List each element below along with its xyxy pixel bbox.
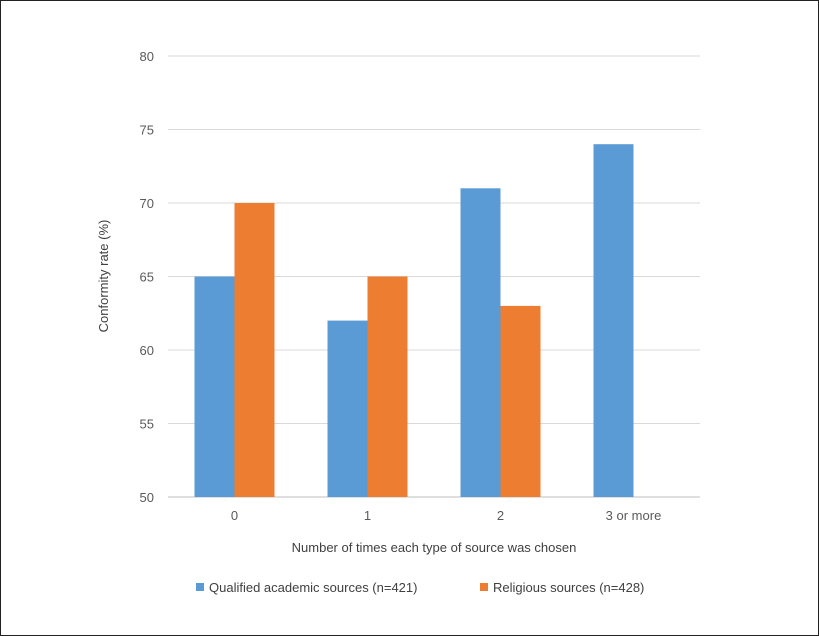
y-axis-title: Conformity rate (%) xyxy=(96,220,111,333)
x-axis-title: Number of times each type of source was … xyxy=(292,540,577,555)
legend-label-academic: Qualified academic sources (n=421) xyxy=(209,580,417,595)
bar-religious-2 xyxy=(500,305,541,497)
x-tick-label: 1 xyxy=(364,508,371,523)
x-tick-label: 3 or more xyxy=(606,508,662,523)
bar-religious-1 xyxy=(367,276,408,497)
y-tick-label: 50 xyxy=(140,490,154,505)
bar-religious-0 xyxy=(234,203,275,497)
legend: Qualified academic sources (n=421) Relig… xyxy=(196,580,644,595)
bar-academic-1 xyxy=(327,320,368,497)
y-tick-label: 75 xyxy=(140,123,154,138)
y-tick-label: 55 xyxy=(140,417,154,432)
x-tick-label: 2 xyxy=(497,508,504,523)
x-tick-label: 0 xyxy=(231,508,238,523)
y-tick-label: 60 xyxy=(140,343,154,358)
y-tick-label: 70 xyxy=(140,196,154,211)
bar-academic-3 xyxy=(593,144,634,497)
x-axis-ticks: 0 1 2 3 or more xyxy=(231,508,661,523)
legend-label-religious: Religious sources (n=428) xyxy=(493,580,644,595)
bar-academic-2 xyxy=(460,188,501,498)
legend-swatch-academic xyxy=(196,583,204,591)
legend-swatch-religious xyxy=(480,583,488,591)
y-axis-ticks: 50 55 60 65 70 75 80 xyxy=(140,49,154,505)
bars xyxy=(194,144,634,498)
bar-academic-0 xyxy=(194,276,235,497)
y-tick-label: 80 xyxy=(140,49,154,64)
y-tick-label: 65 xyxy=(140,270,154,285)
